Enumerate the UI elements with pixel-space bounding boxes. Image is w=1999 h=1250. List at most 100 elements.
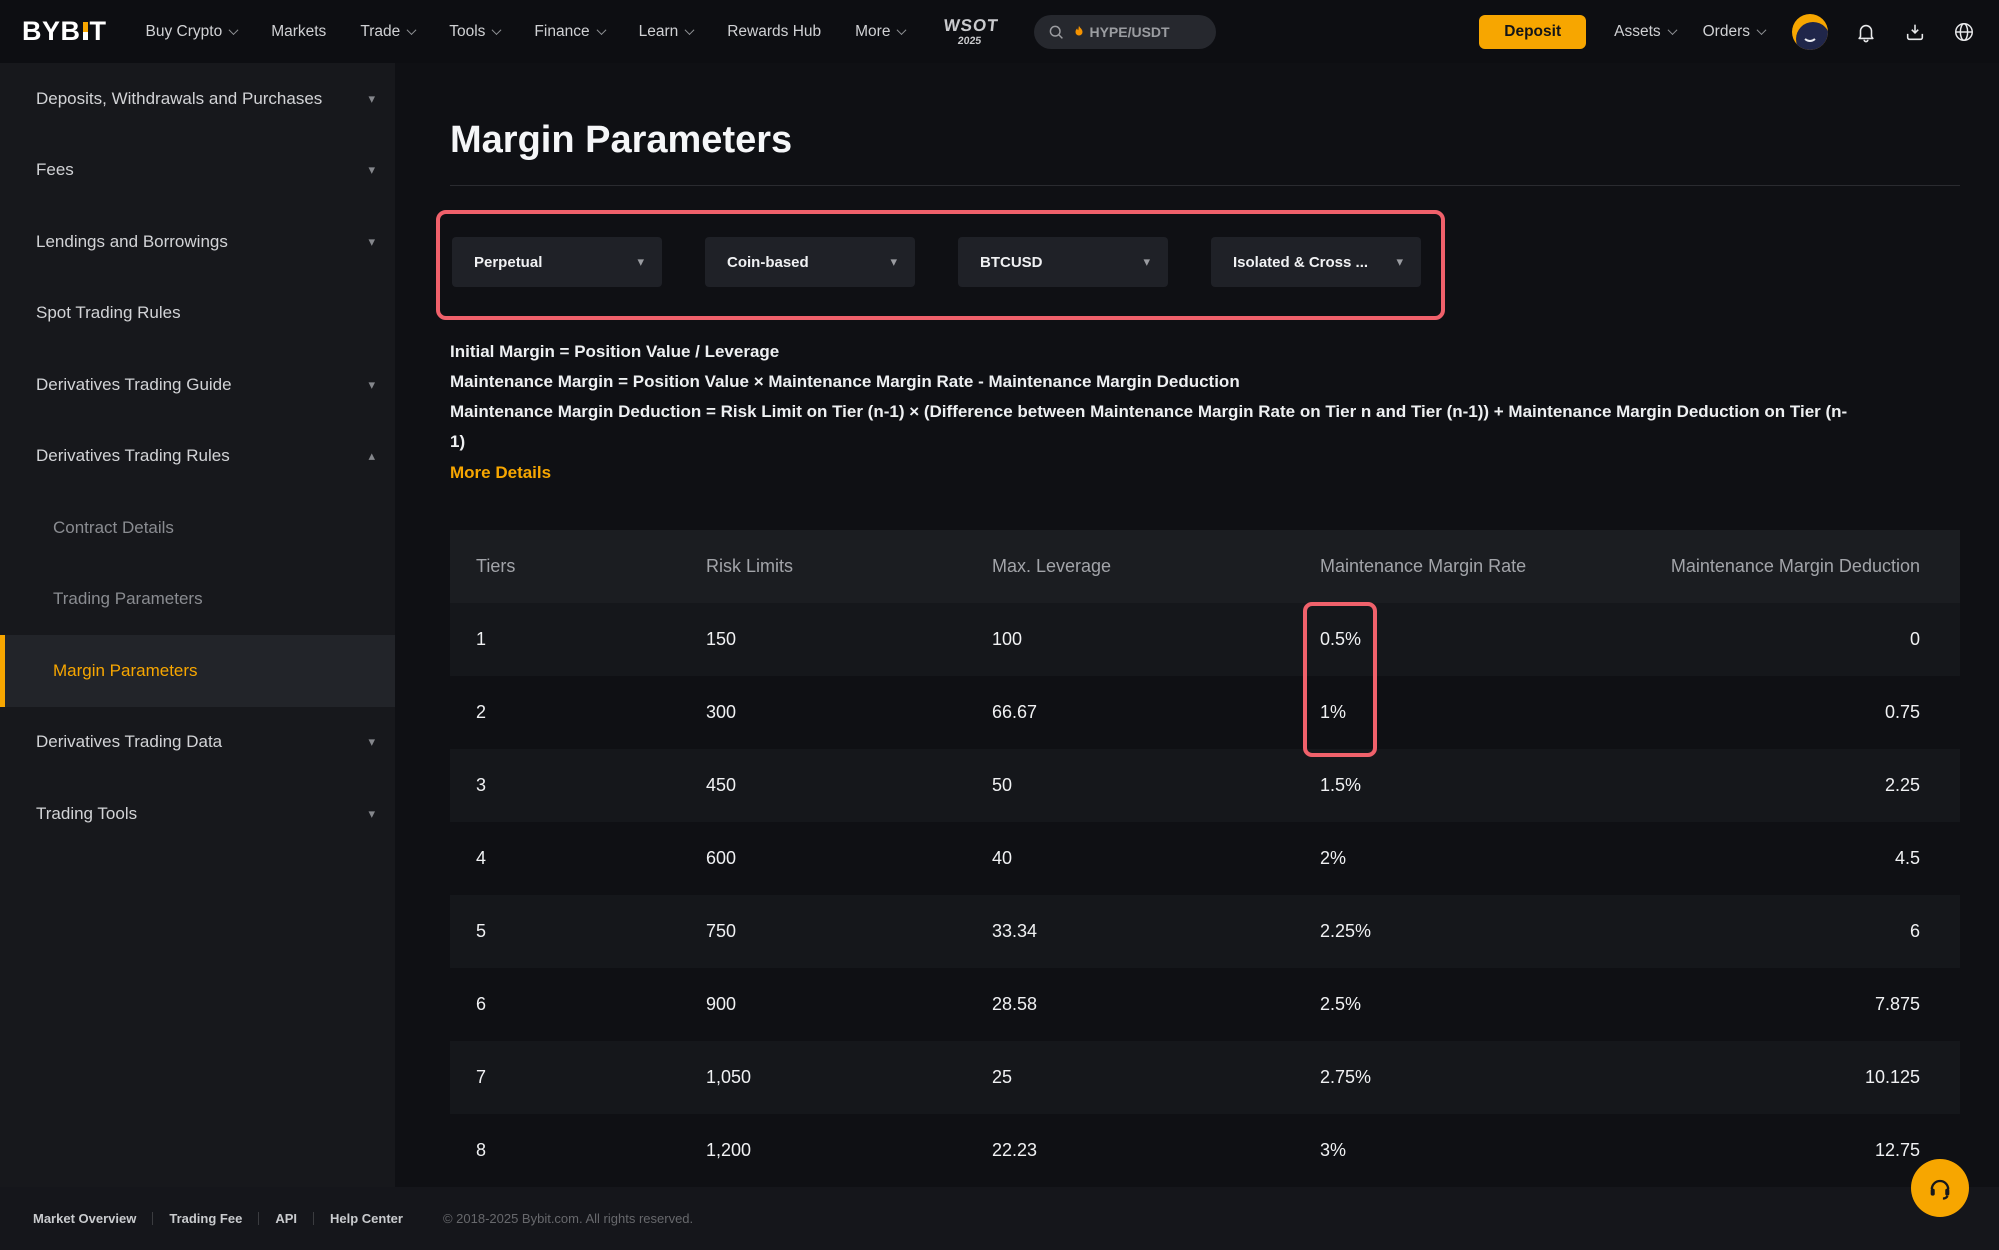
sidebar-item-trading-tools[interactable]: Trading Tools ▾ <box>0 778 395 850</box>
menu-learn[interactable]: Learn <box>639 23 695 41</box>
footer-separator <box>258 1212 260 1225</box>
cell-risk-limit: 300 <box>706 702 737 722</box>
menu-label: Buy Crypto <box>145 22 223 40</box>
footer-link-trading-fee[interactable]: Trading Fee <box>169 1211 243 1226</box>
cell-max-leverage: 40 <box>992 848 1013 868</box>
sidebar-item-derivatives-trading-guide[interactable]: Derivatives Trading Guide ▾ <box>0 349 395 421</box>
sidebar-item-label: Margin Parameters <box>53 660 198 680</box>
filter-row: Perpetual ▾ Coin-based ▾ BTCUSD ▾ Isolated … <box>452 237 1421 287</box>
cell-max-leverage: 28.58 <box>992 994 1038 1014</box>
cell-risk-limit: 600 <box>706 848 737 868</box>
sidebar-item-derivatives-trading-rules[interactable]: Derivatives Trading Rules ▴ <box>0 421 395 493</box>
sidebar-item-label: Derivatives Trading Guide <box>36 374 232 394</box>
top-navigation: BYB T Buy Crypto Markets Trade Tools Fina… <box>0 0 1999 63</box>
chevron-down-icon <box>684 25 695 36</box>
margin-formulas: Initial Margin = Position Value / Levera… <box>450 337 1960 457</box>
more-details-link[interactable]: More Details <box>450 463 552 482</box>
cell-mm-deduction: 6 <box>1909 921 1920 941</box>
menu-more[interactable]: More <box>855 22 907 41</box>
sidebar-item-trading-parameters[interactable]: Trading Parameters <box>0 564 395 636</box>
orders-label: Orders <box>1702 22 1750 40</box>
chevron-down-icon <box>1667 25 1678 36</box>
bell-icon <box>1858 24 1874 42</box>
cell-risk-limit: 1,200 <box>706 1140 752 1160</box>
sidebar-item-label: Contract Details <box>53 517 174 537</box>
dropdown-value: Perpetual <box>474 253 543 271</box>
chevron-down-icon <box>596 25 607 36</box>
search-input[interactable]: HYPE/USDT <box>1034 14 1217 49</box>
cell-mm-deduction: 12.75 <box>1874 1140 1920 1160</box>
bybit-logo[interactable]: BYB T <box>22 16 107 47</box>
sidebar-item-lendings-borrowings[interactable]: Lendings and Borrowings ▾ <box>0 206 395 278</box>
notifications-button[interactable] <box>1855 21 1877 43</box>
page-footer: Market Overview Trading Fee API Help Cen… <box>0 1187 1999 1250</box>
chevron-down-icon: ▾ <box>1143 254 1150 269</box>
download-app-button[interactable] <box>1904 21 1926 43</box>
assets-menu[interactable]: Assets <box>1614 23 1678 41</box>
sidebar-item-margin-parameters[interactable]: Margin Parameters <box>0 635 395 707</box>
column-header-risk-limits: Risk Limits <box>706 556 794 576</box>
flame-icon <box>1075 25 1083 35</box>
support-chat-button[interactable] <box>1911 1159 1969 1217</box>
table-row: 6 900 28.58 2.5% 7.875 <box>450 968 1960 1041</box>
orders-menu[interactable]: Orders <box>1702 22 1767 41</box>
dropdown-value: Isolated & Cross ... <box>1233 253 1369 271</box>
cell-mm-deduction: 10.125 <box>1864 1067 1920 1087</box>
sidebar-item-derivatives-trading-data[interactable]: Derivatives Trading Data ▾ <box>0 707 395 779</box>
language-button[interactable] <box>1953 21 1975 43</box>
menu-tools[interactable]: Tools <box>449 22 502 41</box>
contract-type-dropdown[interactable]: Perpetual ▾ <box>452 237 662 287</box>
margin-type-dropdown[interactable]: Coin-based ▾ <box>705 237 915 287</box>
deposit-button[interactable]: Deposit <box>1479 14 1587 49</box>
column-header-mm-rate: Maintenance Margin Rate <box>1320 556 1527 576</box>
chevron-up-icon: ▴ <box>368 448 375 464</box>
menu-buy-crypto[interactable]: Buy Crypto <box>145 22 239 41</box>
menu-rewards-hub[interactable]: Rewards Hub <box>727 23 821 41</box>
sidebar-item-label: Deposits, Withdrawals and Purchases <box>36 88 323 108</box>
chevron-down-icon: ▾ <box>368 233 375 249</box>
menu-label: Finance <box>534 22 590 40</box>
chevron-down-icon: ▾ <box>368 162 375 178</box>
chevron-down-icon <box>1756 25 1767 36</box>
margin-mode-dropdown[interactable]: Isolated & Cross ... ▾ <box>1211 237 1421 287</box>
nav-right-cluster: Assets Orders <box>1614 13 1975 50</box>
sidebar-item-spot-trading-rules[interactable]: Spot Trading Rules <box>0 278 395 350</box>
chevron-down-icon: ▾ <box>368 734 375 750</box>
sidebar-item-fees[interactable]: Fees ▾ <box>0 135 395 207</box>
wsot-2025-logo[interactable]: WSOT 2025 <box>942 15 1001 47</box>
footer-link-api[interactable]: API <box>275 1211 297 1226</box>
annotation-box-filters: Perpetual ▾ Coin-based ▾ BTCUSD ▾ Isolated … <box>436 210 1445 320</box>
menu-label: More <box>855 22 891 40</box>
chevron-down-icon: ▾ <box>368 805 375 821</box>
avatar[interactable] <box>1792 13 1828 50</box>
sidebar-item-label: Lendings and Borrowings <box>36 231 228 251</box>
menu-finance[interactable]: Finance <box>534 22 607 41</box>
cell-max-leverage: 33.34 <box>992 921 1038 941</box>
sidebar-item-label: Trading Parameters <box>53 589 203 609</box>
footer-separator <box>312 1212 314 1225</box>
cell-mm-rate: 0.5% <box>1320 629 1362 649</box>
cell-mm-rate: 2% <box>1320 848 1347 868</box>
table-row: 8 1,200 22.23 3% 12.75 <box>450 1114 1960 1187</box>
footer-link-help-center[interactable]: Help Center <box>329 1211 403 1226</box>
cell-tier: 2 <box>476 702 487 722</box>
table-row: 1 150 100 0.5% 0 <box>450 603 1960 676</box>
cell-risk-limit: 900 <box>706 994 737 1014</box>
symbol-dropdown[interactable]: BTCUSD ▾ <box>958 237 1168 287</box>
avatar-icon <box>1792 13 1828 50</box>
menu-markets[interactable]: Markets <box>271 23 326 41</box>
menu-label: Tools <box>449 22 486 40</box>
sidebar-item-contract-details[interactable]: Contract Details <box>0 492 395 564</box>
formula-mm-deduction: Maintenance Margin Deduction = Risk Limi… <box>450 402 1848 421</box>
sidebar-item-label: Derivatives Trading Rules <box>36 446 230 466</box>
wsot-text: WSOT <box>943 15 1001 35</box>
table-row: 4 600 40 2% 4.5 <box>450 822 1960 895</box>
footer-link-market-overview[interactable]: Market Overview <box>33 1211 137 1226</box>
menu-trade[interactable]: Trade <box>360 23 417 41</box>
sidebar-item-deposits-withdrawals[interactable]: Deposits, Withdrawals and Purchases ▾ <box>0 63 395 135</box>
search-pair-text: HYPE/USDT <box>1089 23 1170 40</box>
page-title: Margin Parameters <box>450 119 793 161</box>
table-row: 7 1,050 25 2.75% 10.125 <box>450 1041 1960 1114</box>
cell-max-leverage: 22.23 <box>992 1140 1038 1160</box>
cell-tier: 7 <box>476 1067 487 1087</box>
